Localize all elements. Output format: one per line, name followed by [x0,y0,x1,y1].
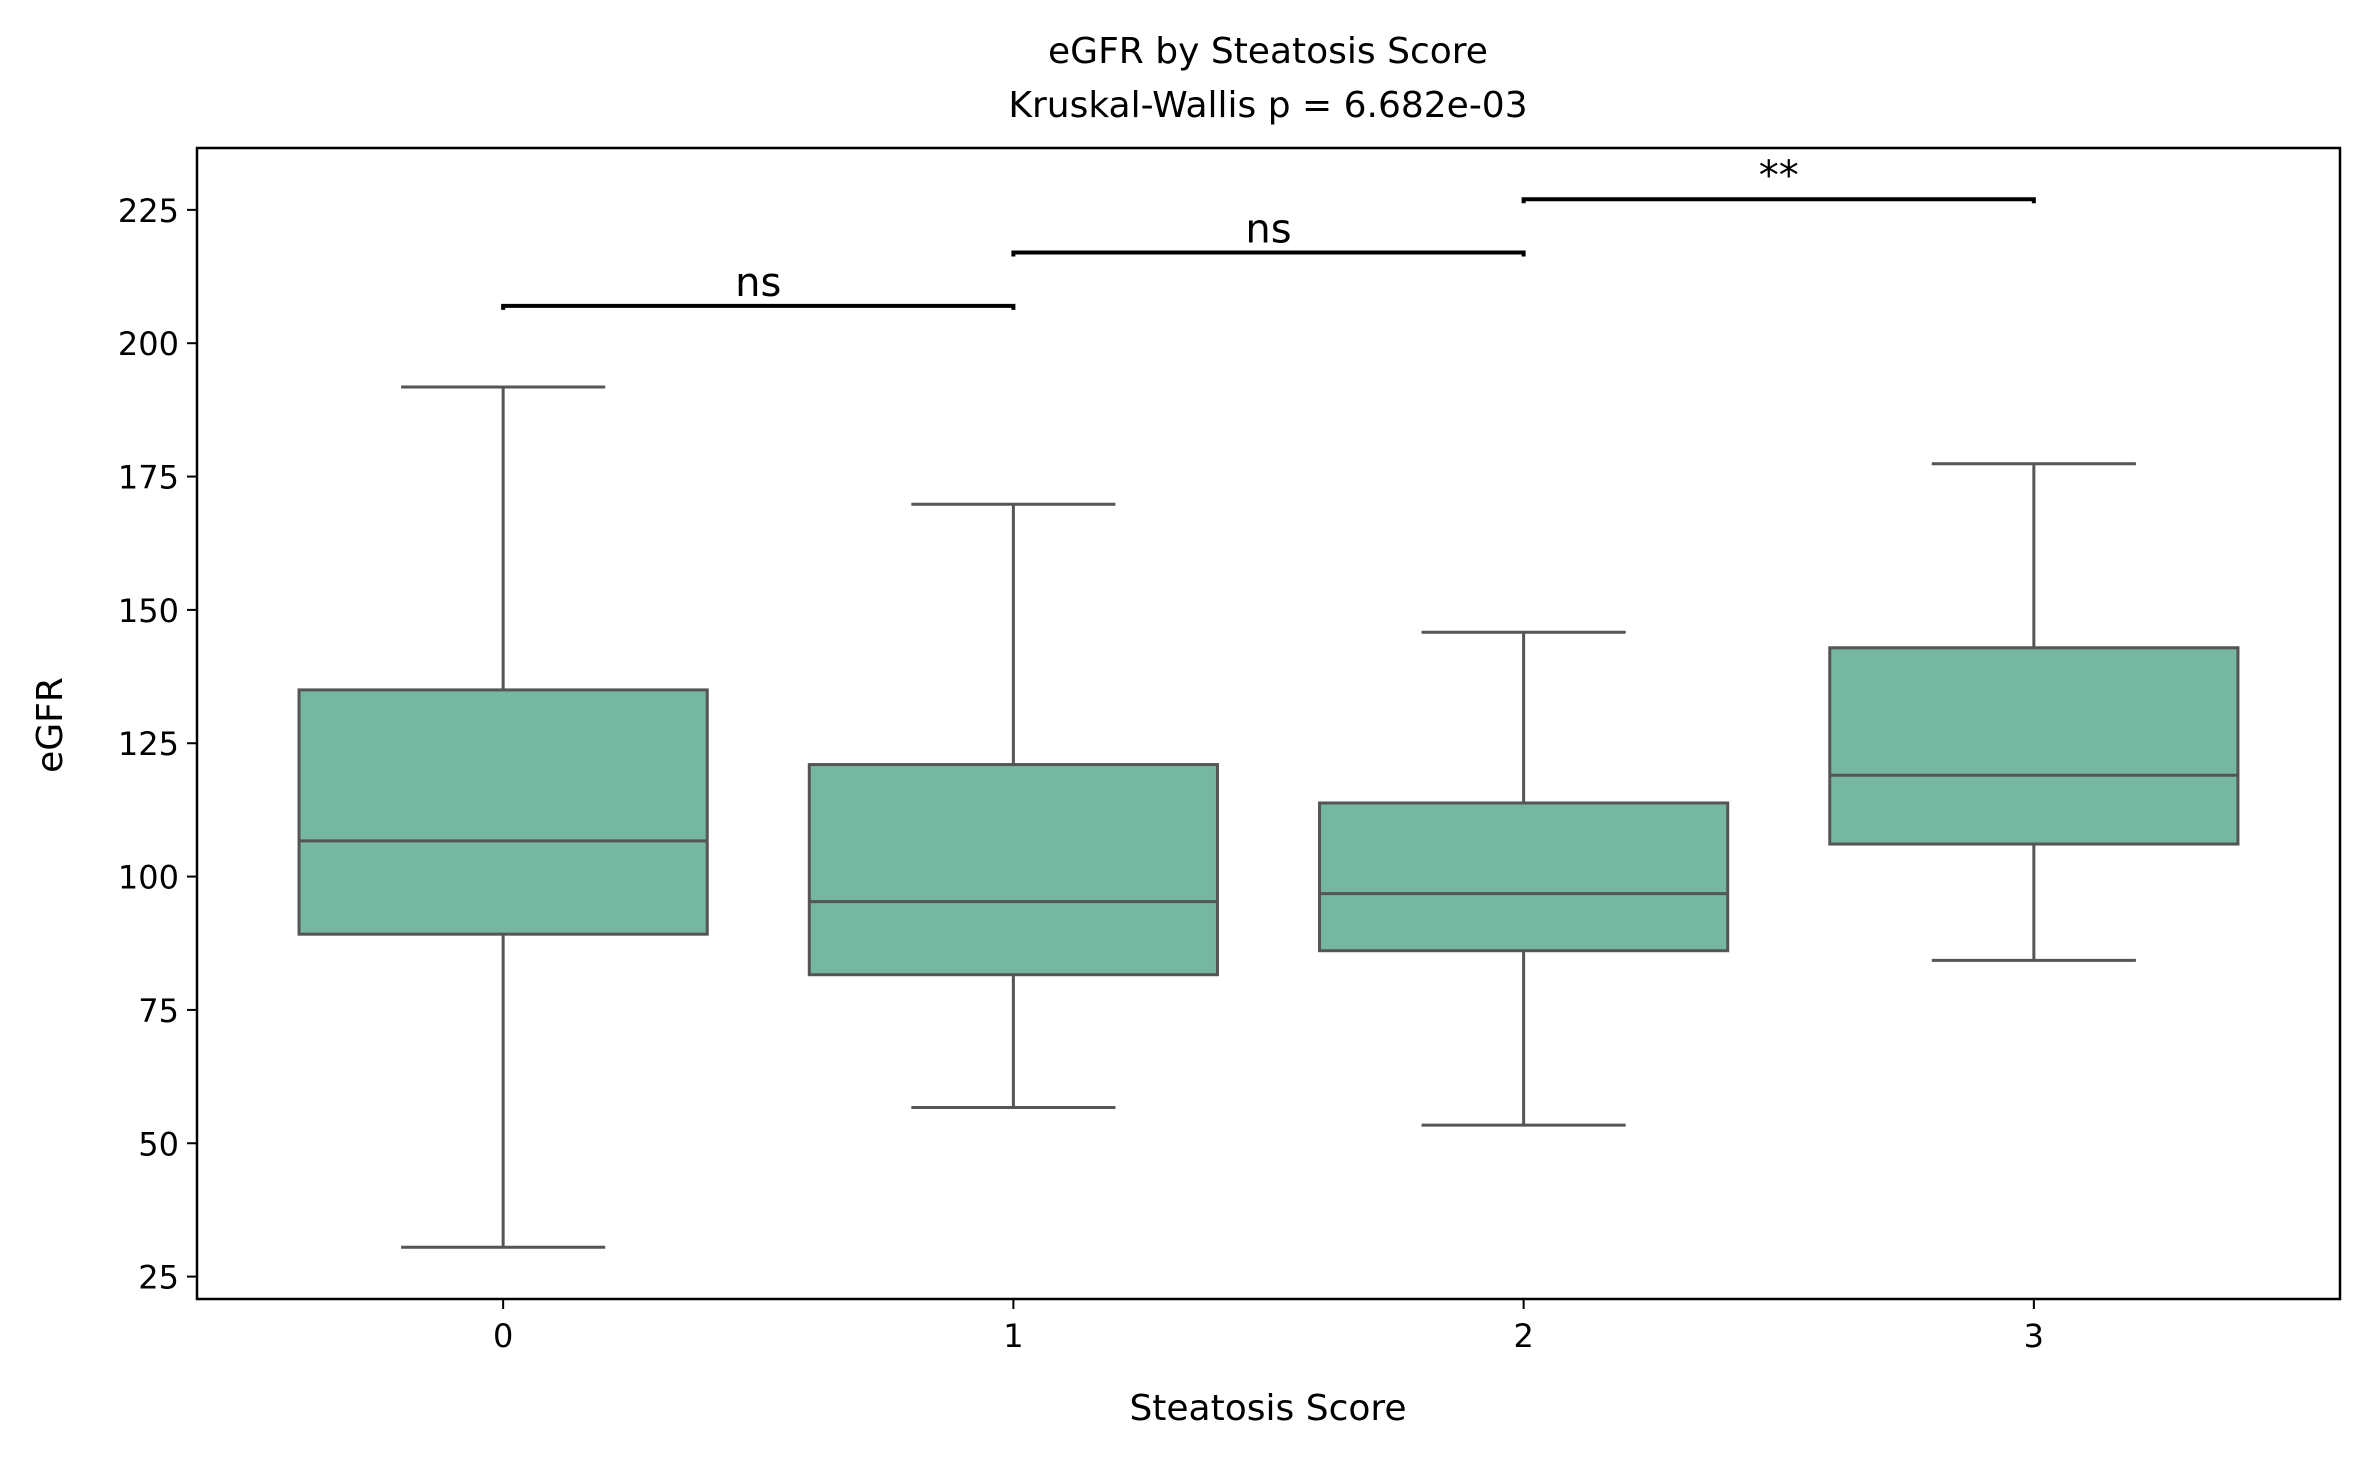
y-tick-label: 175 [118,459,179,497]
y-axis-label: eGFR [30,677,71,773]
y-tick-label: 225 [118,192,179,230]
y-tick-label: 200 [118,325,179,363]
chart-title: eGFR by Steatosis Score [1048,31,1488,72]
y-tick-label: 75 [138,992,179,1030]
y-tick-label: 100 [118,859,179,897]
significance-bracket: ns [1011,207,1526,257]
bracket-line [1521,197,2036,204]
x-tick-label: 0 [493,1317,513,1355]
x-tick-label: 2 [1513,1317,1533,1355]
significance-label: ns [735,260,781,306]
x-tick-label: 3 [2024,1317,2044,1355]
box-category-2 [1318,630,1730,1127]
y-tick-label: 50 [138,1125,179,1163]
y-tick-label: 125 [118,725,179,763]
plot-frame [195,146,2342,1301]
y-tick-label: 25 [138,1259,179,1297]
significance-label: ** [1759,153,1799,199]
x-tick-label: 1 [1003,1317,1023,1355]
significance-label: ns [1245,207,1291,253]
y-tick-label: 150 [118,592,179,630]
box-category-3 [1828,462,2240,962]
x-axis-label: Steatosis Score [1129,1388,1406,1429]
axis-ticks: 25 50 75 100 125 150 175 200 225 0 1 2 3 [118,192,2044,1355]
box-iqr [297,688,709,936]
box-series [297,385,2240,1249]
significance-bracket: ns [501,260,1016,310]
box-iqr [807,763,1219,977]
box-category-1 [807,502,1219,1110]
chart-subtitle: Kruskal-Wallis p = 6.682e-03 [1008,85,1527,126]
box-iqr [1828,646,2240,846]
bracket-line [1011,250,1526,257]
box-category-0 [297,385,709,1249]
significance-bracket: ** [1521,153,2036,204]
bracket-line [501,303,1016,310]
box-iqr [1318,801,1730,953]
significance-annotations: ns ns ** [501,153,2036,310]
